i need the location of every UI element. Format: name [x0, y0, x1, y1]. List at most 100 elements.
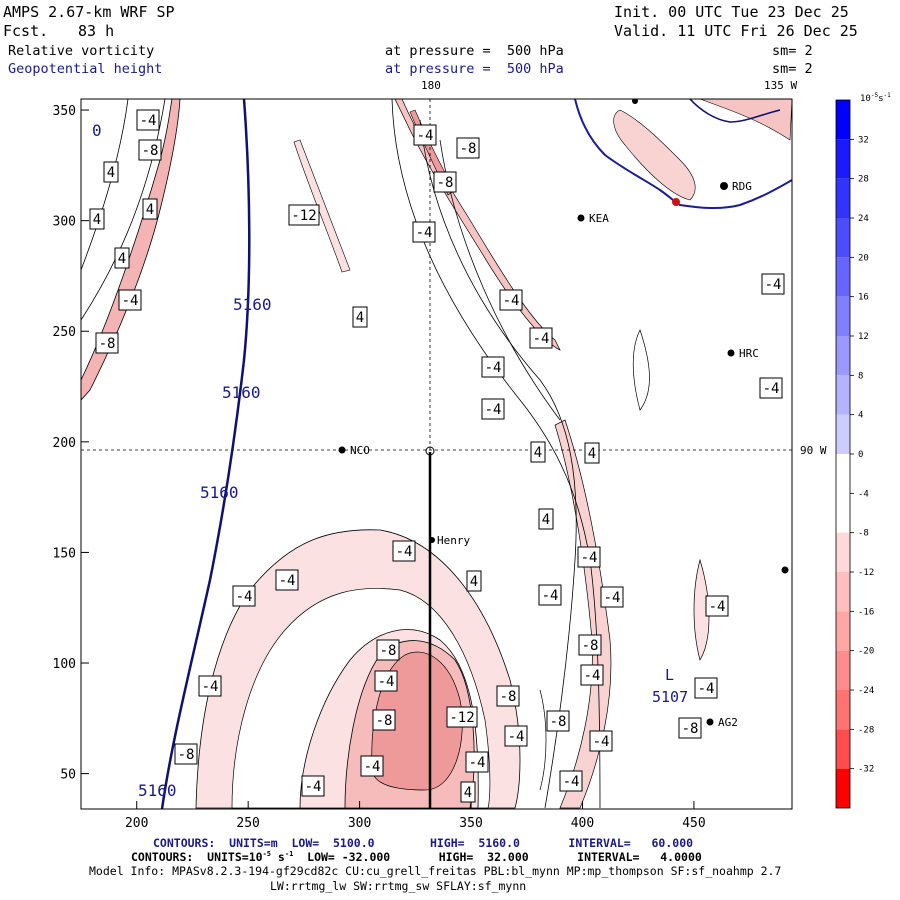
contour-label: -4: [542, 588, 559, 604]
colorbar-tick-label: 4: [858, 411, 863, 421]
colorbar-segment: [836, 218, 850, 258]
contour-label: -8: [178, 747, 195, 763]
colorbar-tick-label: 28: [858, 175, 869, 185]
colorbar-tick-label: -28: [858, 725, 874, 735]
contour-label: -4: [604, 590, 621, 606]
colorbar-tick-label: 12: [858, 332, 869, 342]
contour-label-box: [136, 109, 160, 131]
station-ag2-marker: [706, 718, 714, 726]
field2-level: at pressure = 500 hPa: [385, 61, 564, 77]
contour-label-box: [376, 639, 400, 661]
corner-label: 0: [92, 121, 102, 140]
station-ag2-label: AG2: [718, 716, 738, 729]
colorbar-tick-label: -32: [858, 765, 874, 775]
forecast-hour: 83 h: [78, 22, 115, 40]
station-hrc-marker: [727, 349, 735, 357]
contour-label-box: [465, 751, 489, 773]
contour-label: -8: [500, 689, 517, 705]
contour-label-box: [460, 781, 476, 803]
colorbar-segment: [836, 414, 850, 454]
colorbar-segment: [836, 139, 850, 179]
contour-label: -8: [682, 721, 699, 737]
contour-label-box: [232, 585, 256, 607]
contour-label-box: [301, 775, 325, 797]
colorbar-segment: [836, 375, 850, 415]
x-tick-label: 250: [236, 816, 259, 831]
colorbar-segment: [836, 768, 850, 808]
contour-label: -4: [765, 277, 782, 293]
colorbar: 32 28 24 20 16 12 8 4 0 -4 -8 -12 -16 -20 -24 -28 -32: [835, 99, 874, 809]
y-tick-label: 200: [53, 436, 76, 451]
contour-label-box: [678, 717, 702, 739]
contour-label: 4: [118, 251, 126, 267]
contour-label: -4: [396, 544, 413, 560]
contour-label: -4: [236, 589, 253, 605]
contour-label-box: [89, 208, 105, 230]
contour-label: -8: [460, 141, 477, 157]
contour-label: 4: [356, 310, 364, 326]
colorbar-tick-label: -4: [858, 489, 869, 499]
contour-label-box: [374, 670, 398, 692]
colorbar-segment: [836, 454, 850, 494]
contour-label: -8: [380, 643, 397, 659]
neg-vorticity-blob: [293, 139, 351, 273]
contour-label-box: [578, 634, 602, 656]
forecast-label: Fcst.: [3, 22, 49, 40]
pole-marker: [425, 446, 435, 456]
contour-label: -12: [291, 208, 316, 224]
contour-label: -4: [584, 668, 601, 684]
contour-label: -4: [378, 674, 395, 690]
station-nco-label: NCO: [350, 444, 370, 457]
colorbar-tick-label: -24: [858, 686, 874, 696]
contour-label: 4: [534, 445, 542, 461]
field2-smoothing: sm= 2: [772, 61, 813, 77]
contour-label-box: [529, 327, 553, 349]
contour-label-box: [761, 273, 785, 295]
contour-label: 4: [470, 574, 478, 590]
contour-label-box: [530, 441, 546, 463]
height-label: 5160: [222, 383, 261, 402]
contour-label: -4: [593, 734, 610, 750]
contour-label-box: [456, 137, 480, 159]
contour-label-box: [580, 664, 604, 686]
footer-physics-info: LW:rrtmg_lw SW:rrtmg_sw SFLAY:sf_mynn: [270, 879, 527, 893]
contour-label-box: [504, 725, 528, 747]
contour-label-box: [446, 706, 478, 728]
contour-label: 4: [93, 212, 101, 228]
colorbar-segment: [836, 572, 850, 612]
contour-label-box: [103, 161, 119, 183]
contour-label-box: [433, 171, 457, 193]
colorbar-segment: [836, 178, 850, 218]
station-kea-marker: [577, 214, 585, 222]
contour-label: -8: [550, 714, 567, 730]
contour-label: -4: [417, 128, 434, 144]
contour-label-box: [95, 332, 119, 354]
contour-label: 4: [146, 202, 154, 218]
contour-label-box: [600, 586, 624, 608]
contour-label: -4: [202, 679, 219, 695]
contour-label-box: [499, 289, 523, 311]
colorbar-segment: [836, 493, 850, 533]
contour-label: 4: [542, 512, 550, 528]
model-title: AMPS 2.67-km WRF SP: [3, 3, 175, 21]
x-tick-label: 200: [125, 816, 148, 831]
contour-label-box: [198, 675, 222, 697]
footer-model-info: Model Info: MPASv8.2.3-194-gf29cd82c CU:…: [89, 864, 782, 878]
contour-label: 4: [464, 785, 472, 801]
colorbar-unit: 10-5s-1: [860, 92, 891, 104]
colorbar-tick-label: -20: [858, 647, 874, 657]
contour-label-box: [118, 289, 142, 311]
colorbar-segment: [836, 100, 850, 140]
contour-label-box: [466, 570, 482, 592]
contour-label: -4: [485, 360, 502, 376]
contour-label-box: [275, 569, 299, 591]
colorbar-segment: [836, 296, 850, 336]
valid-time: Valid. 11 UTC Fri 26 Dec 25: [614, 22, 858, 40]
contour-labels: -4 -8 4 4 4 -4 -8 4 -4 -8 -8 -4 -12 -4 4 -4 -4 -4 4 4 4 -4 -4 4…: [89, 109, 785, 803]
x-axis: 200 250 300 350 400 450: [125, 801, 706, 831]
station-rdg-marker: [720, 182, 728, 190]
y-axis: 50 100 150 200 250 300 350: [53, 104, 89, 783]
contour-label-box: [546, 710, 570, 732]
colorbar-segment: [836, 532, 850, 572]
lon-label-135w: 135 W: [764, 79, 798, 92]
